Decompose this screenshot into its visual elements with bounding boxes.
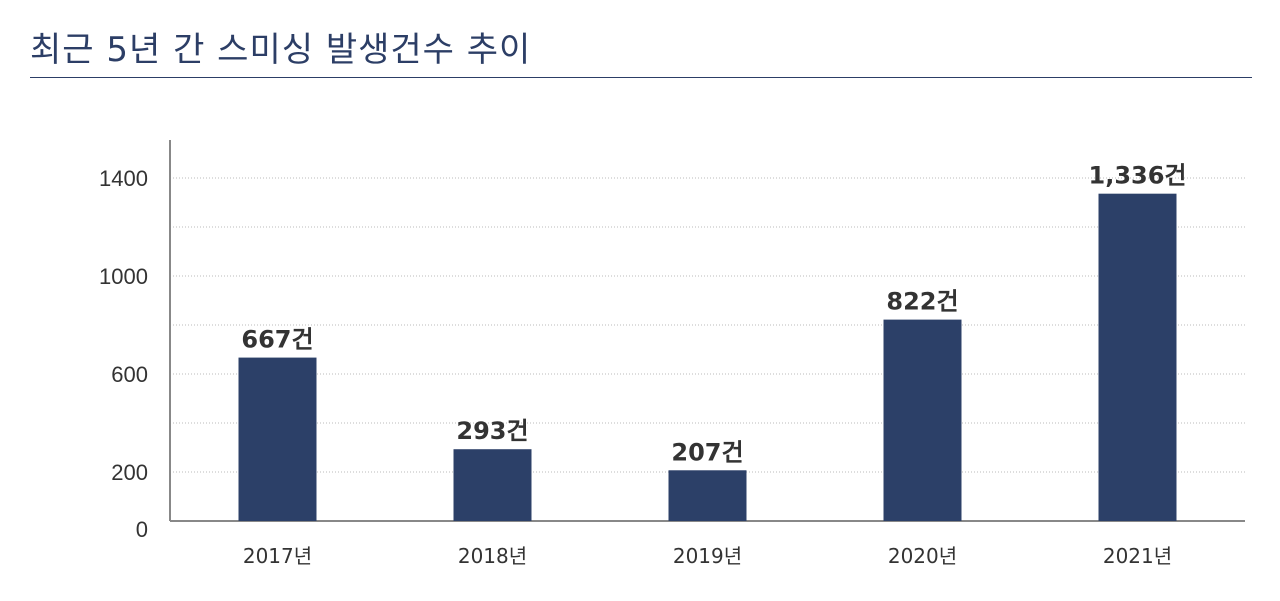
- data-label-1: 293건: [456, 417, 528, 445]
- y-tick-label: 1400: [99, 166, 148, 191]
- y-tick-label: 1000: [99, 264, 148, 289]
- x-tick-label-3: 2020년: [888, 544, 957, 568]
- bar-4: [1098, 193, 1177, 521]
- page-title: 최근 5년 간 스미싱 발생건수 추이: [30, 30, 532, 70]
- bar-2: [668, 470, 747, 521]
- x-tick-label-2: 2019년: [673, 544, 742, 568]
- bar-0: [238, 357, 317, 521]
- data-label-2: 207건: [671, 438, 743, 466]
- y-tick-label: 200: [111, 460, 148, 485]
- data-label-3: 822건: [886, 288, 958, 316]
- grid-layer: [170, 177, 1245, 473]
- x-tick-label-4: 2021년: [1103, 544, 1172, 568]
- y-tick-label: 600: [111, 362, 148, 387]
- data-label-4: 1,336건: [1089, 162, 1187, 190]
- x-tick-label-1: 2018년: [458, 544, 527, 568]
- y-tick-label: 0: [136, 517, 148, 542]
- bar-3: [883, 319, 962, 521]
- data-label-0: 667건: [241, 326, 313, 354]
- title-divider: [30, 77, 1252, 78]
- x-tick-label-0: 2017년: [243, 544, 312, 568]
- bar-1: [453, 449, 532, 521]
- bar-layer: [238, 193, 1177, 521]
- label-layer: 0 200 600 1000 1400 667건 2017년 293건 2018년 207건 201…: [99, 162, 1186, 568]
